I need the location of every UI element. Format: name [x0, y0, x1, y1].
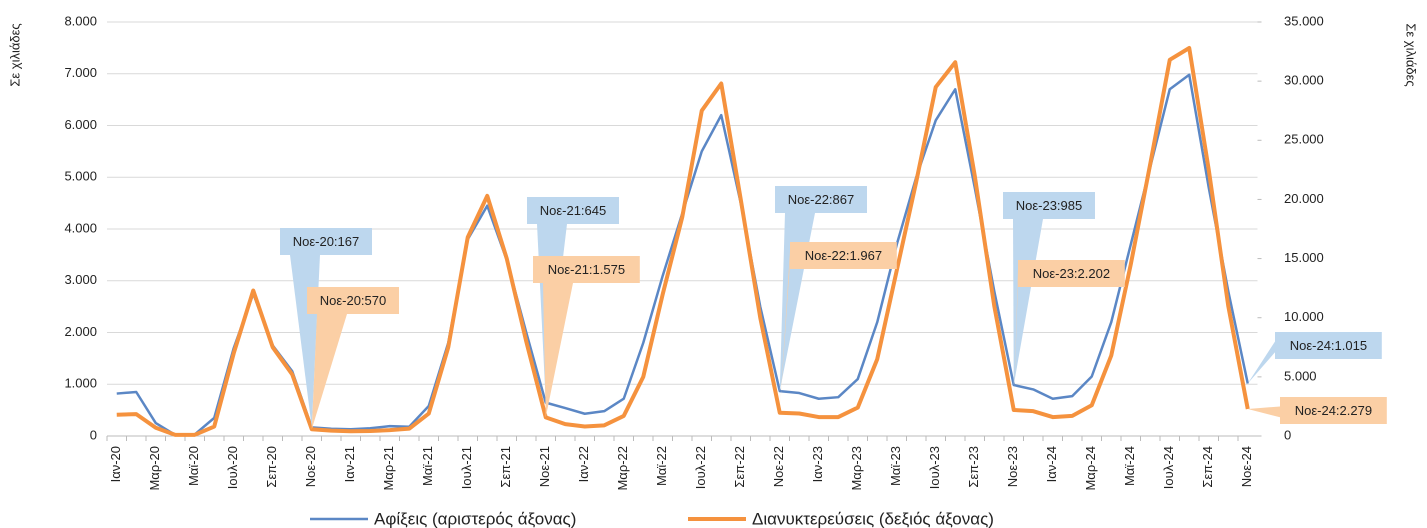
x-tick-label: Ιαν-22	[576, 446, 591, 482]
x-tick-label: Μαρ-23	[849, 446, 864, 491]
data-label: Νοε-23:985	[1016, 198, 1083, 213]
callout-box	[775, 186, 867, 213]
x-tick-label: Ιαν-23	[810, 446, 825, 482]
callout-box	[533, 256, 640, 283]
y-tick-label: 8.000	[64, 13, 97, 28]
y-tick-label: 7.000	[64, 65, 97, 80]
x-tick-label: Σεπ-21	[498, 446, 513, 488]
y2-tick-label: 0	[1284, 427, 1291, 442]
y2-tick-label: 10.000	[1284, 309, 1324, 324]
data-label: Νοε-20:570	[320, 293, 387, 308]
x-tick-label: Νοε-22	[771, 446, 786, 487]
y-tick-label: 4.000	[64, 220, 97, 235]
x-tick-label: Ιαν-21	[342, 446, 357, 482]
x-tick-label: Νοε-20	[303, 446, 318, 487]
x-tick-label: Μαρ-22	[615, 446, 630, 491]
callout-box	[1018, 260, 1125, 287]
data-label: Νοε-23:2.202	[1033, 266, 1110, 281]
x-tick-label: Μαϊ-24	[1122, 446, 1137, 486]
x-tick-label: Ιουλ-24	[1161, 446, 1176, 489]
callout-box	[527, 197, 619, 224]
x-tick-label: Νοε-24	[1239, 446, 1254, 487]
legend-label: Αφίξεις (αριστερός άξονας)	[374, 509, 576, 528]
data-label: Νοε-22:867	[788, 192, 855, 207]
x-tick-label: Μαϊ-23	[888, 446, 903, 486]
callout-pointer	[311, 314, 347, 430]
x-tick-label: Ιουλ-21	[459, 446, 474, 489]
y-axis-title: Σε χιλιάδες	[7, 23, 22, 86]
y-tick-label: 1.000	[64, 376, 97, 391]
callout-pointer	[779, 213, 815, 392]
x-tick-label: Ιουλ-23	[927, 446, 942, 489]
series-line	[116, 46, 1250, 437]
data-label: Νοε-21:645	[540, 203, 607, 218]
callout-pointer	[1247, 341, 1275, 384]
x-tick-label: Σεπ-22	[732, 446, 747, 488]
data-label: Νοε-20:167	[293, 234, 360, 249]
y2-tick-label: 35.000	[1284, 13, 1324, 28]
y-tick-label: 6.000	[64, 117, 97, 132]
callout-pointer	[1013, 269, 1018, 410]
x-tick-label: Ιουλ-22	[693, 446, 708, 489]
x-tick-label: Ιαν-24	[1044, 446, 1059, 482]
callout-pointer	[1013, 219, 1043, 386]
x-tick-label: Μαρ-20	[147, 446, 162, 491]
x-tick-label: Μαρ-24	[1083, 446, 1098, 491]
y-tick-label: 3.000	[64, 272, 97, 287]
y2-tick-label: 30.000	[1284, 73, 1324, 88]
x-tick-label: Νοε-23	[1005, 446, 1020, 487]
y2-tick-label: 15.000	[1284, 250, 1324, 265]
x-tick-label: Μαϊ-21	[420, 446, 435, 486]
x-tick-label: Σεπ-20	[264, 446, 279, 488]
data-label: Νοε-24:1.015	[1290, 338, 1367, 353]
y-tick-label: 5.000	[64, 169, 97, 184]
callout-pointer	[1247, 406, 1280, 418]
callout-pointer	[779, 251, 790, 413]
callout-box	[1280, 397, 1387, 424]
callout-box	[1275, 332, 1382, 359]
data-label: Νοε-21:1.575	[548, 262, 625, 277]
callout-box	[1003, 192, 1095, 219]
y2-tick-label: 5.000	[1284, 368, 1317, 383]
x-tick-label: Μαϊ-20	[186, 446, 201, 486]
y-tick-label: 2.000	[64, 324, 97, 339]
x-tick-label: Νοε-21	[537, 446, 552, 487]
y2-axis-title: Σε χιλιάδες	[1404, 23, 1419, 86]
data-label: Νοε-24:2.279	[1295, 403, 1372, 418]
callout-box	[307, 287, 399, 314]
x-tick-label: Ιουλ-20	[225, 446, 240, 489]
x-tick-label: Σεπ-23	[966, 446, 981, 488]
callout-box	[790, 242, 897, 269]
legend-label: Διανυκτερεύσεις (δεξιός άξονας)	[752, 509, 994, 528]
callout-box	[280, 228, 372, 255]
y2-tick-label: 25.000	[1284, 132, 1324, 147]
callout-pointer	[543, 283, 573, 418]
data-label: Νοε-22:1.967	[805, 248, 882, 263]
y2-tick-label: 20.000	[1284, 191, 1324, 206]
x-tick-label: Σεπ-24	[1200, 446, 1215, 488]
x-tick-label: Ιαν-20	[108, 446, 123, 482]
y-tick-label: 0	[90, 427, 97, 442]
x-tick-label: Μαρ-21	[381, 446, 396, 491]
x-tick-label: Μαϊ-22	[654, 446, 669, 486]
